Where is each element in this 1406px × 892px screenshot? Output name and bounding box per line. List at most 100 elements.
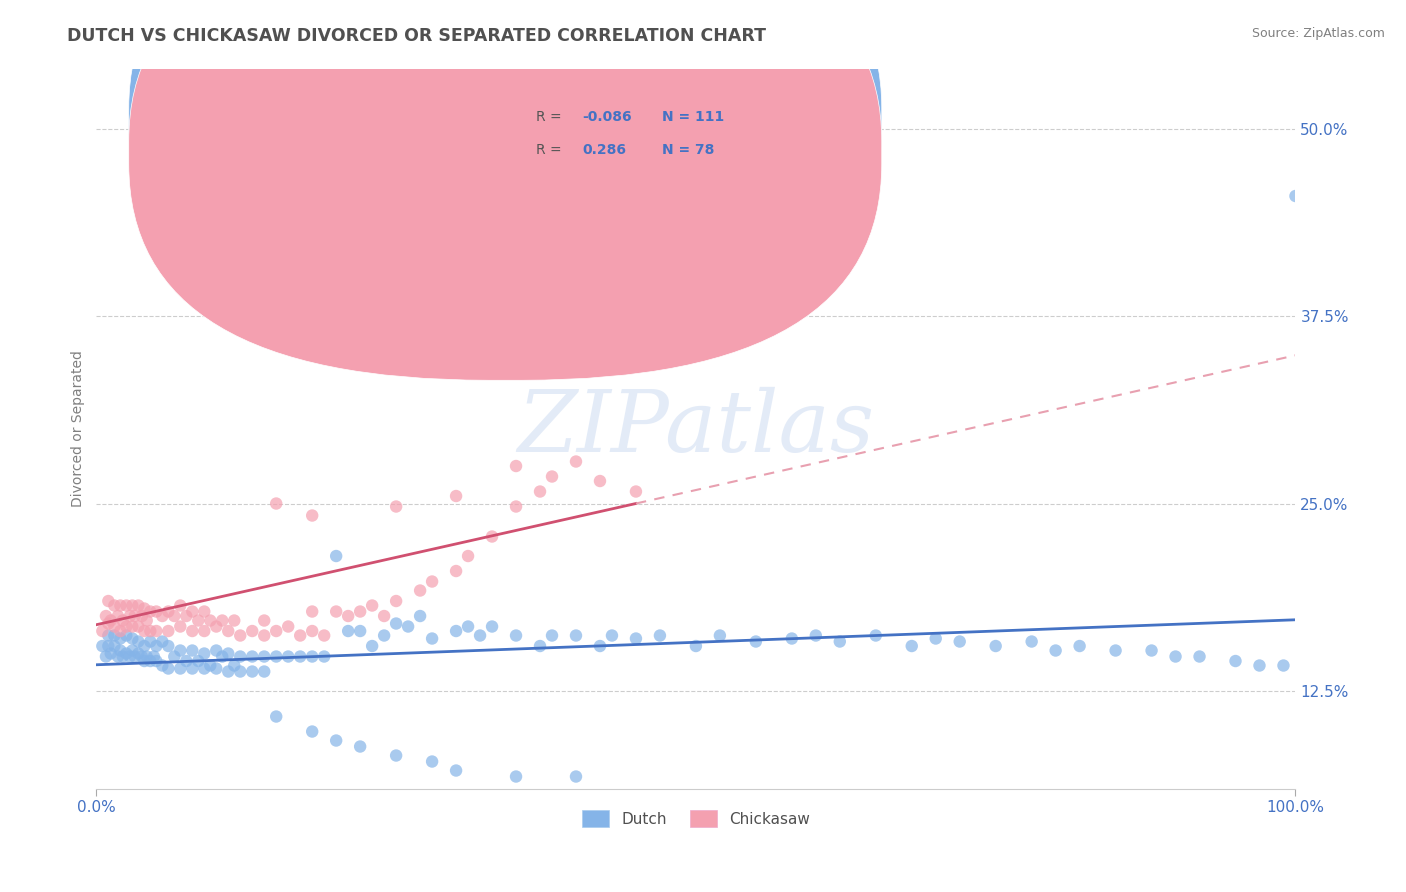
Point bbox=[240, 649, 263, 664]
Point bbox=[505, 500, 527, 514]
Point bbox=[94, 649, 117, 664]
Point bbox=[142, 649, 165, 664]
Point bbox=[361, 639, 384, 653]
Point bbox=[229, 649, 252, 664]
Text: N = 78: N = 78 bbox=[662, 143, 714, 157]
Point bbox=[150, 634, 173, 648]
Point bbox=[325, 733, 347, 747]
Point bbox=[157, 242, 180, 256]
Point bbox=[97, 616, 120, 631]
Point bbox=[110, 632, 132, 646]
Point bbox=[139, 624, 162, 638]
Point bbox=[134, 639, 156, 653]
Point bbox=[709, 628, 731, 642]
Point bbox=[121, 643, 143, 657]
Text: ZIPatlas: ZIPatlas bbox=[517, 387, 875, 470]
Point bbox=[150, 658, 173, 673]
Point bbox=[124, 649, 146, 664]
Point bbox=[828, 634, 851, 648]
Point bbox=[193, 605, 215, 619]
Point bbox=[110, 599, 132, 613]
Point bbox=[361, 599, 384, 613]
Point bbox=[314, 649, 336, 664]
Text: -0.086: -0.086 bbox=[582, 110, 631, 124]
Point bbox=[107, 649, 129, 664]
Point bbox=[457, 549, 479, 563]
Point bbox=[253, 628, 276, 642]
Point bbox=[253, 649, 276, 664]
Text: Source: ZipAtlas.com: Source: ZipAtlas.com bbox=[1251, 27, 1385, 40]
Point bbox=[205, 619, 228, 633]
Point bbox=[600, 628, 623, 642]
Point bbox=[127, 634, 149, 648]
Point bbox=[200, 614, 222, 628]
Point bbox=[373, 609, 395, 624]
Point bbox=[565, 628, 588, 642]
Point bbox=[589, 639, 612, 653]
Legend: Dutch, Chickasaw: Dutch, Chickasaw bbox=[574, 802, 818, 835]
Point bbox=[541, 628, 564, 642]
Point bbox=[91, 624, 114, 638]
Point bbox=[181, 624, 204, 638]
Point bbox=[1188, 649, 1211, 664]
Point bbox=[457, 619, 479, 633]
Point bbox=[193, 661, 215, 675]
Point bbox=[127, 619, 149, 633]
Point bbox=[94, 609, 117, 624]
Point bbox=[157, 605, 180, 619]
Point bbox=[127, 599, 149, 613]
Point bbox=[103, 619, 125, 633]
Point bbox=[211, 614, 233, 628]
Point bbox=[685, 639, 707, 653]
Point bbox=[325, 605, 347, 619]
Point bbox=[253, 614, 276, 628]
Point bbox=[135, 614, 157, 628]
Point bbox=[157, 639, 180, 653]
Point bbox=[110, 624, 132, 638]
Point bbox=[118, 649, 141, 664]
Point bbox=[240, 624, 263, 638]
Point bbox=[229, 628, 252, 642]
Point bbox=[624, 632, 647, 646]
Point bbox=[349, 624, 371, 638]
Point bbox=[385, 616, 408, 631]
Point bbox=[169, 643, 191, 657]
Point bbox=[115, 647, 138, 661]
Point bbox=[1069, 639, 1091, 653]
Point bbox=[200, 658, 222, 673]
Point bbox=[145, 639, 167, 653]
Point bbox=[240, 665, 263, 679]
Point bbox=[648, 628, 671, 642]
Point bbox=[253, 665, 276, 679]
Point bbox=[420, 755, 443, 769]
Point bbox=[301, 724, 323, 739]
Point bbox=[205, 643, 228, 657]
Point bbox=[110, 643, 132, 657]
Point bbox=[565, 454, 588, 468]
Point bbox=[157, 624, 180, 638]
Point bbox=[134, 624, 156, 638]
Point bbox=[193, 624, 215, 638]
Point bbox=[264, 624, 287, 638]
Point bbox=[193, 647, 215, 661]
Point bbox=[949, 634, 972, 648]
Point bbox=[121, 599, 143, 613]
Point bbox=[349, 739, 371, 754]
Point bbox=[1284, 189, 1306, 203]
Point bbox=[139, 654, 162, 668]
Point bbox=[211, 649, 233, 664]
Point bbox=[865, 628, 887, 642]
Point bbox=[145, 624, 167, 638]
Point bbox=[181, 661, 204, 675]
Point bbox=[444, 624, 467, 638]
Point bbox=[396, 619, 419, 633]
Point bbox=[349, 605, 371, 619]
Point bbox=[264, 496, 287, 510]
Point bbox=[1164, 649, 1187, 664]
Point bbox=[121, 619, 143, 633]
Point bbox=[115, 619, 138, 633]
Point bbox=[301, 649, 323, 664]
Point bbox=[187, 614, 209, 628]
Point bbox=[900, 639, 922, 653]
Point bbox=[444, 489, 467, 503]
